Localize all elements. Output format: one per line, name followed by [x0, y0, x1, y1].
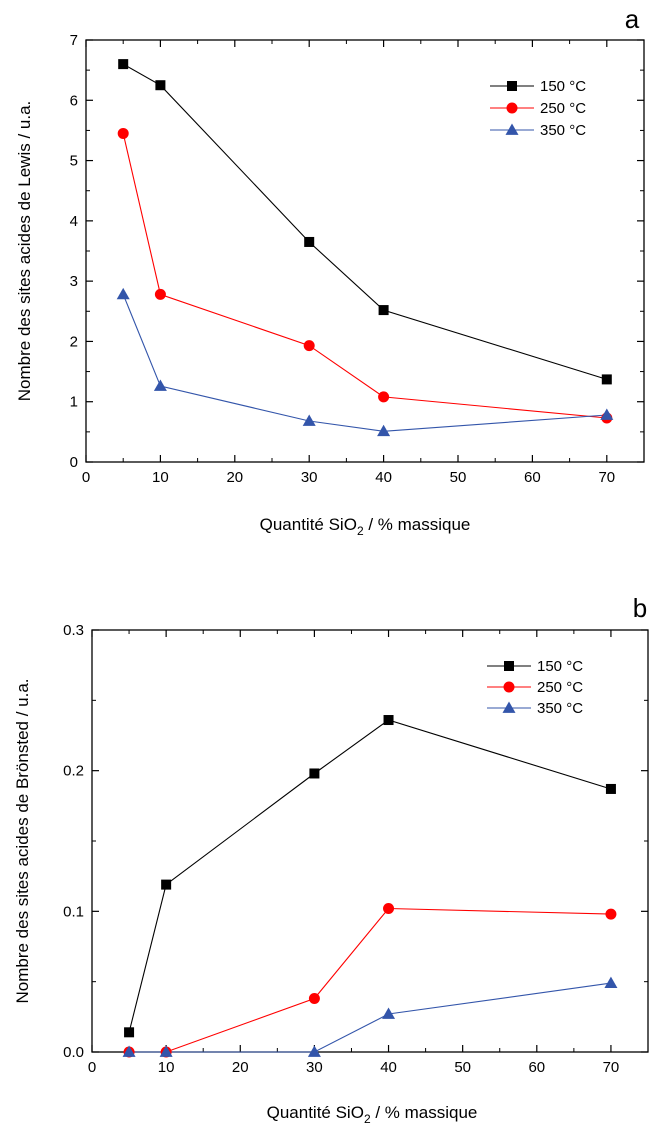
x-tick-label: 70 — [598, 469, 615, 486]
legend-label: 250 °C — [537, 679, 583, 696]
data-point — [378, 305, 389, 316]
data-point — [601, 374, 612, 385]
data-point — [153, 379, 167, 391]
legend-label: 150 °C — [540, 78, 586, 95]
data-point — [377, 424, 391, 437]
y-tick-label: 6 — [70, 92, 78, 109]
x-axis-title-main: Quantité SiO — [260, 515, 357, 534]
legend-label: 350 °C — [537, 700, 583, 717]
data-point — [116, 287, 130, 300]
data-point — [309, 768, 320, 779]
y-tick-labels: 0 1 2 3 4 5 6 7 — [70, 32, 78, 471]
series-line — [129, 907, 611, 1053]
data-point — [605, 783, 616, 794]
x-tick-label: 10 — [152, 469, 169, 486]
data-point — [600, 408, 614, 420]
series-line — [122, 63, 607, 380]
data-point — [302, 414, 316, 426]
x-tick-label: 60 — [524, 469, 541, 486]
panel-label: a — [625, 4, 640, 34]
data-point — [304, 236, 315, 247]
y-tick-label: 0.1 — [63, 903, 84, 920]
y-tick-label: 1 — [70, 394, 78, 411]
x-tick-labels: 0 10 20 30 40 50 60 70 — [88, 1059, 619, 1076]
x-tick-label: 20 — [232, 1059, 249, 1076]
x-tick-label: 70 — [603, 1059, 620, 1076]
data-point — [124, 1027, 135, 1038]
x-tick-labels: 0 10 20 30 40 50 60 70 — [82, 469, 615, 486]
legend-label: 350 °C — [540, 122, 586, 139]
legend: 150 °C 250 °C 350 °C — [490, 78, 586, 139]
legend-marker — [502, 701, 516, 713]
x-axis-title-subscript: 2 — [364, 1112, 371, 1126]
x-axis-title-rest: / % massique — [371, 1103, 478, 1122]
data-point — [382, 1007, 396, 1019]
x-tick-label: 10 — [158, 1059, 175, 1076]
y-tick-label: 4 — [70, 213, 78, 230]
data-point — [604, 976, 618, 988]
data-point — [118, 59, 129, 70]
y-axis-title: Nombre des sites acides de Lewis / u.a. — [15, 101, 34, 401]
x-tick-label: 60 — [528, 1059, 545, 1076]
x-tick-label: 50 — [454, 1059, 471, 1076]
data-point — [161, 879, 172, 890]
legend-marker — [505, 123, 519, 135]
x-tick-label: 20 — [226, 469, 243, 486]
x-axis-title-main: Quantité SiO — [267, 1103, 364, 1122]
series-layer — [116, 59, 614, 437]
y-tick-label: 5 — [70, 153, 78, 170]
y-tick-label: 2 — [70, 333, 78, 350]
legend-marker — [504, 661, 514, 671]
data-point — [383, 715, 394, 726]
legend-marker — [507, 81, 517, 91]
y-tick-label: 0.0 — [63, 1044, 84, 1061]
x-axis-title-rest: / % massique — [364, 515, 471, 534]
y-tick-labels: 0.0 0.1 0.2 0.3 — [63, 622, 84, 1061]
data-point — [308, 993, 320, 1005]
x-tick-label: 40 — [380, 1059, 397, 1076]
data-point — [605, 908, 617, 920]
x-tick-label: 0 — [82, 469, 90, 486]
data-point — [303, 340, 315, 352]
y-tick-label: 0.2 — [63, 763, 84, 780]
legend-marker — [506, 102, 518, 114]
x-axis-title: Quantité SiO2 / % massique — [260, 515, 471, 538]
series-line — [128, 719, 612, 1033]
data-point — [117, 127, 129, 139]
legend-label: 250 °C — [540, 100, 586, 117]
tick-marks — [85, 39, 644, 463]
data-point — [378, 391, 390, 403]
series-line — [129, 982, 611, 1053]
x-axis-title: Quantité SiO2 / % massique — [267, 1103, 478, 1126]
data-point — [155, 80, 166, 91]
legend: 150 °C 250 °C 350 °C — [487, 658, 583, 717]
y-axis-title: Nombre des sites acides de Brönsted / u.… — [13, 678, 32, 1003]
legend-label: 150 °C — [537, 658, 583, 675]
legend-marker — [503, 681, 515, 693]
x-tick-label: 30 — [301, 469, 318, 486]
data-point — [159, 1045, 173, 1057]
x-tick-label: 0 — [88, 1059, 96, 1076]
x-tick-label: 30 — [306, 1059, 323, 1076]
x-tick-label: 40 — [375, 469, 392, 486]
data-point — [307, 1045, 321, 1057]
series-line — [122, 133, 607, 419]
chart-panel-b: b 0.0 0.1 0.2 0.3 0 10 20 30 40 50 60 70 150 °C 250… — [13, 593, 649, 1126]
data-point — [122, 1045, 136, 1057]
y-tick-label: 0 — [70, 454, 78, 471]
series-layer — [122, 715, 618, 1058]
y-tick-label: 0.3 — [63, 622, 84, 639]
x-tick-label: 50 — [450, 469, 467, 486]
x-axis-title-subscript: 2 — [357, 524, 364, 538]
data-point — [154, 288, 166, 300]
data-point — [383, 903, 395, 915]
panel-label: b — [633, 593, 647, 623]
y-tick-label: 7 — [70, 32, 78, 49]
y-tick-label: 3 — [70, 273, 78, 290]
chart-panel-a: a 0 1 2 3 4 5 6 7 0 10 20 30 40 50 60 70 150 °C 250 °C 3… — [15, 4, 645, 538]
